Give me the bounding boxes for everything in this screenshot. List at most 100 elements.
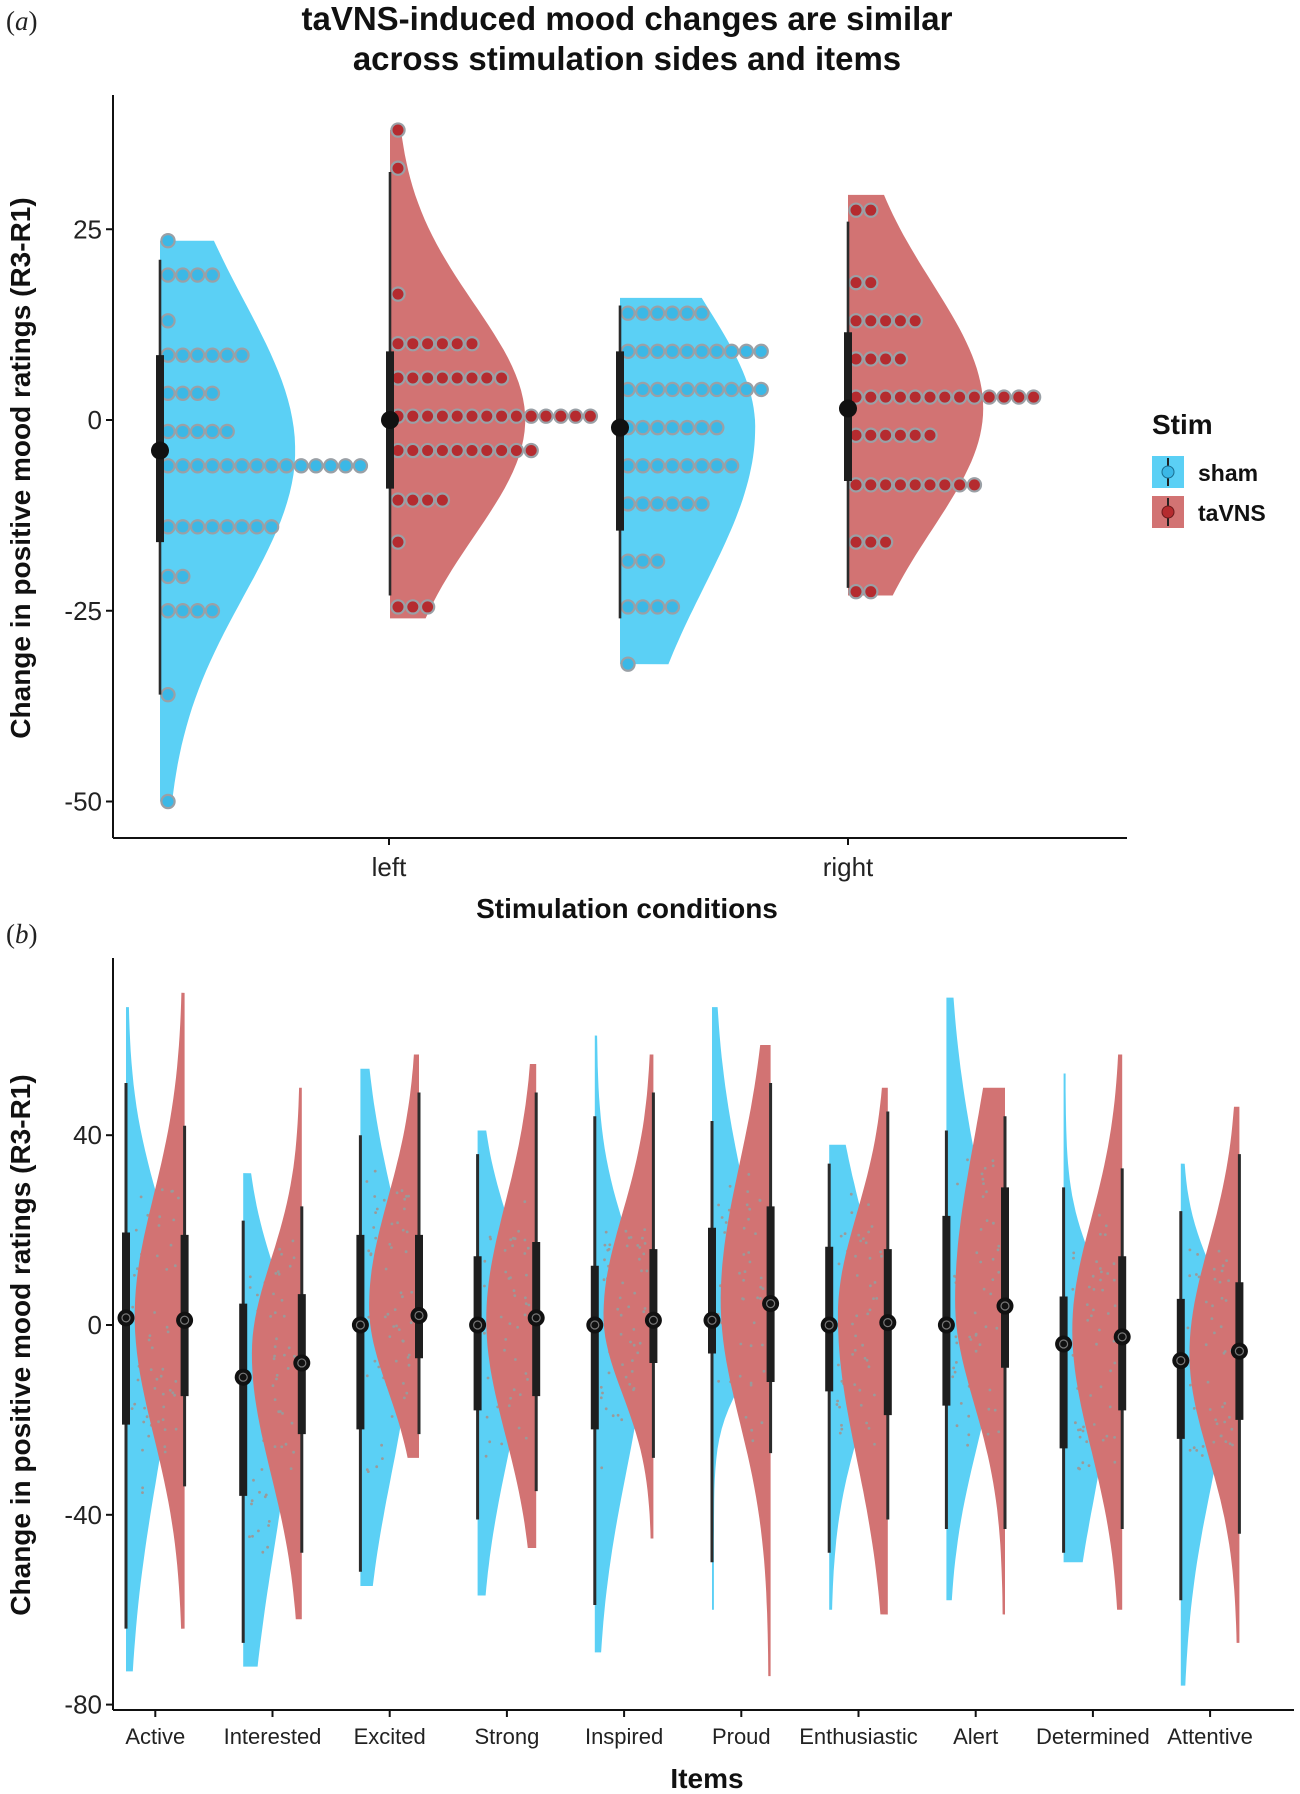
panel-b-proud-tavns-dot xyxy=(742,1278,745,1282)
panel-a-right-sham-dot xyxy=(679,419,695,436)
panel-a-left-taVNS-dot xyxy=(449,336,465,352)
panel-b-alert-tavns-dots xyxy=(968,1159,1001,1436)
panel-b-enthusiastic-tavns-dot xyxy=(869,1284,872,1288)
panel-b-attentive-tavns-dot xyxy=(1213,1277,1217,1281)
panel-b-determined-tavns-dot xyxy=(1099,1232,1102,1236)
panel-a-right-sham-dot xyxy=(664,496,681,512)
panel-b-active-tavns-dot xyxy=(162,1405,166,1409)
panel-b-alert-tavns-median xyxy=(996,1297,1014,1315)
panel-b-excited-sham-dot xyxy=(367,1249,371,1253)
panel-b-inspired-sham-median-ring xyxy=(590,1320,600,1330)
panel-b-strong-tavns-dot xyxy=(526,1378,529,1381)
panel-b-attentive-tavns-dot xyxy=(1211,1304,1214,1308)
panel-b-strong-sham-dot xyxy=(500,1442,504,1446)
panel-b-determined-tavns-dot xyxy=(1090,1314,1093,1318)
panel-b-active-sham-dot xyxy=(134,1228,138,1232)
panel-b-alert-sham-dot xyxy=(956,1182,959,1186)
panel-a-left-taVNS-dot xyxy=(523,408,539,424)
panel-b-interested-tavns-dot xyxy=(273,1445,277,1448)
panel-b-interested-tavns-dot xyxy=(275,1337,278,1341)
panel-a-right-sham-dot xyxy=(649,599,666,615)
panel-a-left-taVNS-dot xyxy=(419,336,436,352)
panel-b-attentive-sham-dot xyxy=(1195,1273,1198,1276)
panel-b-excited-sham-dot xyxy=(365,1180,369,1183)
panel-b-enthusiastic-tavns-dot xyxy=(865,1358,869,1362)
panel-b-alert-tavns-dot xyxy=(973,1311,977,1315)
panel-a-left-taVNS-dot xyxy=(405,599,421,615)
panel-a-right-taVNS-dot xyxy=(892,313,909,329)
panel-b-determined-sham-dot xyxy=(1081,1461,1085,1465)
panel-a-right-taVNS-dot xyxy=(863,534,879,550)
panel-b-enthusiastic-sham-dot xyxy=(835,1403,839,1406)
panel-a-right-sham-dot xyxy=(694,305,710,321)
panel-b-proud-tavns-dot xyxy=(747,1217,750,1221)
panel-a-right-sham-dot xyxy=(649,343,666,360)
panel-a-left-taVNS-dot xyxy=(405,492,421,508)
panel-b-y-tick-label: -40 xyxy=(64,1500,102,1530)
panel-b-active-tavns-dot xyxy=(159,1374,163,1378)
panel-b-strong-tavns-dot xyxy=(524,1372,528,1375)
panel-b-inspired-tavns-dot xyxy=(642,1252,646,1256)
panel-a-left-sham-dot xyxy=(189,458,206,474)
panel-b-proud-sham-median xyxy=(703,1311,721,1329)
panel-b-active-tavns-dot xyxy=(161,1418,165,1421)
panel-a-left-sham-dot xyxy=(175,347,191,363)
panel-a-left-sham-dot xyxy=(189,385,206,401)
panel-a-left-sham-dot xyxy=(160,686,176,703)
panel-b-interested-tavns-dot xyxy=(282,1314,286,1318)
panel-b-interested-sham-dot xyxy=(248,1286,252,1289)
panel-b-inspired-tavns-dot xyxy=(642,1310,646,1314)
panel-a-left-sham-dot xyxy=(263,519,280,535)
panel-b-enthusiastic-sham-dot xyxy=(837,1363,840,1367)
panel-b-proud-sham-dot xyxy=(724,1221,728,1224)
panel-b-interested-sham-dot xyxy=(250,1499,254,1503)
panel-b-active-sham-dot xyxy=(146,1213,150,1217)
panel-b-excited-tavns-dot xyxy=(388,1242,392,1246)
panel-b-alert-tavns-dot xyxy=(985,1219,989,1222)
panel-a-right-taVNS-dot xyxy=(848,477,864,493)
panel-b-alert-tavns-dot xyxy=(997,1270,1001,1274)
panel-b-determined-tavns-dot xyxy=(1099,1278,1102,1282)
panel-a-left-sham-dot xyxy=(204,423,221,440)
panel-b-enthusiastic-tavns-dot xyxy=(880,1254,883,1258)
panel-b-inspired-tavns-dot xyxy=(628,1382,632,1386)
panel-b-strong-tavns-dot xyxy=(516,1325,519,1329)
panel-b-enthusiastic-tavns-dot xyxy=(873,1442,876,1446)
panel-b-excited-sham-dot xyxy=(382,1198,386,1202)
panel-a-left-sham-dot xyxy=(249,458,265,474)
panel-a-left-taVNS-dot xyxy=(434,492,451,508)
panel-b-strong-tavns-dot xyxy=(513,1237,517,1241)
panel-b-enthusiastic-tavns-dot xyxy=(873,1393,876,1397)
panel-a-left-sham-dot xyxy=(160,267,176,283)
panel-b-excited-tavns-dot xyxy=(407,1353,411,1357)
panel-b-determined-sham-dot xyxy=(1078,1467,1081,1471)
panel-a-left-taVNS-dot xyxy=(419,370,436,386)
panel-b-inspired-sham-dot xyxy=(620,1418,624,1422)
panel-b-proud-tavns-dot xyxy=(761,1343,764,1347)
panel-a-right-sham-dot xyxy=(723,381,740,398)
panel-b-inspired-tavns-violin xyxy=(603,1054,654,1539)
panel-a-left-taVNS-dot xyxy=(405,370,421,386)
panel-b-strong-tavns-dot xyxy=(503,1348,506,1352)
panel-b-alert-sham-dot xyxy=(966,1158,969,1162)
panel-b-interested-tavns-dot xyxy=(273,1398,277,1401)
panel-b-excited-tavns-median-ring xyxy=(414,1310,424,1321)
panel-b-active-sham-dot xyxy=(133,1273,136,1277)
panel-b-excited-tavns-dot xyxy=(388,1335,392,1338)
panel-b-determined-sham-dot xyxy=(1081,1429,1085,1433)
legend-title: Stim xyxy=(1152,409,1213,440)
panel-a-left-sham-dot xyxy=(293,458,309,474)
panel-a-left-taVNS-dot xyxy=(434,408,451,424)
panel-b-inspired-tavns-dot xyxy=(638,1246,642,1249)
panel-b-inspired-tavns-dot xyxy=(632,1328,636,1331)
panel-b-enthusiastic-tavns-dot xyxy=(864,1241,868,1245)
panel-b-enthusiastic-tavns-median-ring xyxy=(883,1318,893,1328)
panel-b-enthusiastic-tavns-dot xyxy=(863,1356,867,1360)
panel-b-alert-sham-median-ring xyxy=(941,1320,952,1330)
panel-a-right-taVNS-dot xyxy=(848,202,864,218)
panel-a-right-sham-dot xyxy=(649,458,666,474)
panel-b-excited-tavns-dot xyxy=(399,1291,403,1295)
panel-b-x-tick-label: Strong xyxy=(474,1724,539,1749)
panel-b-excited-tavns-dot xyxy=(390,1222,394,1226)
panel-a-left-taVNS-dot xyxy=(479,370,495,386)
